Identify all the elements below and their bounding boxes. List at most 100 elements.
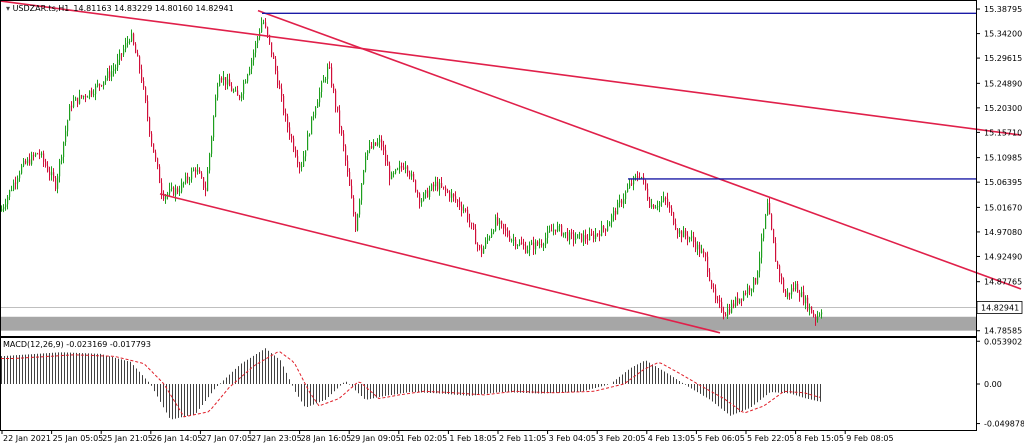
candle <box>37 152 39 155</box>
candle <box>457 199 459 208</box>
candle <box>111 65 113 82</box>
candle <box>505 223 507 237</box>
candle <box>423 192 425 202</box>
candle <box>789 292 791 300</box>
candle <box>205 181 207 197</box>
candle <box>153 143 155 153</box>
price-tick-label: 15.20300 <box>984 104 1022 113</box>
candle <box>157 157 159 170</box>
price-tick-label: 15.38795 <box>984 5 1022 14</box>
candle <box>677 227 679 239</box>
candle <box>585 229 587 244</box>
candle <box>1 205 3 212</box>
candle <box>543 242 545 251</box>
macd-label: MACD(12,26,9) -0.023169 -0.017793 <box>3 340 151 349</box>
candle <box>61 154 63 165</box>
candle <box>597 233 599 237</box>
candle <box>433 181 435 192</box>
candle <box>463 204 465 214</box>
candle <box>383 140 385 155</box>
price-tick-label: 15.15710 <box>984 128 1022 137</box>
time-tick-label: 27 Jan 07:05 <box>201 434 252 443</box>
candle <box>531 239 533 246</box>
support-zone[interactable] <box>1 316 976 331</box>
time-tick-label: 26 Jan 14:05 <box>152 434 203 443</box>
candle <box>727 303 729 319</box>
candle <box>339 105 341 134</box>
trendline-1[interactable] <box>0 0 1022 136</box>
candle <box>779 264 781 283</box>
price-tick-label: 15.24890 <box>984 79 1022 88</box>
candle <box>353 195 355 217</box>
candle <box>123 44 125 57</box>
candle <box>343 130 345 152</box>
candle <box>197 164 199 175</box>
candle <box>617 199 619 215</box>
candle <box>781 273 783 285</box>
candle <box>765 213 767 230</box>
candle <box>93 89 95 98</box>
candle <box>387 154 389 166</box>
candle <box>113 63 115 77</box>
candle <box>103 81 105 90</box>
candle <box>799 289 801 302</box>
candle <box>567 227 569 242</box>
price-tick-label: 15.01670 <box>984 203 1022 212</box>
candle <box>135 42 137 54</box>
candle <box>675 218 677 231</box>
candle <box>277 65 279 89</box>
candle <box>427 187 429 198</box>
candle <box>525 241 527 254</box>
candle <box>73 95 75 109</box>
candle <box>601 220 603 237</box>
candle <box>815 314 817 326</box>
candle <box>497 212 499 226</box>
candle <box>511 238 513 243</box>
candle <box>341 125 343 136</box>
candle <box>577 234 579 239</box>
candle <box>739 298 741 305</box>
candle <box>137 49 139 57</box>
candle <box>403 162 405 170</box>
candle <box>571 228 573 240</box>
candle <box>551 224 553 232</box>
candle <box>591 228 593 237</box>
time-tick-label: 27 Jan 23:05 <box>251 434 302 443</box>
candle <box>127 35 129 48</box>
candle <box>775 237 777 262</box>
candle <box>189 176 191 186</box>
candle <box>655 204 657 209</box>
candle <box>747 283 749 298</box>
candle <box>623 193 625 209</box>
candle <box>701 244 703 254</box>
candle <box>687 231 689 246</box>
candle <box>545 232 547 249</box>
candle <box>453 193 455 202</box>
candle <box>501 220 503 229</box>
candle <box>309 133 311 137</box>
time-tick-label: 9 Feb 08:05 <box>846 434 893 443</box>
candle <box>499 218 501 231</box>
candle <box>47 161 49 173</box>
candle <box>667 192 669 208</box>
candle <box>767 198 769 216</box>
candle <box>15 176 17 190</box>
candle <box>807 294 809 312</box>
trendline-2[interactable] <box>257 9 1022 290</box>
candle <box>55 176 57 192</box>
current-price-tag <box>976 301 1023 314</box>
time-tick-label: 8 Feb 15:05 <box>797 434 844 443</box>
candle <box>755 277 757 285</box>
candle <box>615 207 617 221</box>
trendline-3[interactable] <box>159 193 721 334</box>
time-tick-label: 1 Feb 18:05 <box>449 434 496 443</box>
time-tick-label: 29 Jan 09:05 <box>350 434 401 443</box>
candle <box>49 166 51 181</box>
time-tick-label: 1 Feb 02:05 <box>400 434 447 443</box>
candle <box>625 190 627 204</box>
candle <box>233 88 235 94</box>
candle <box>599 230 601 242</box>
candle <box>323 74 325 83</box>
candle <box>349 168 351 187</box>
